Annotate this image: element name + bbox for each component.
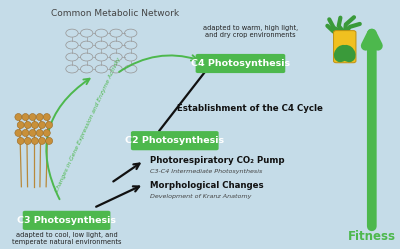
FancyBboxPatch shape <box>131 131 219 150</box>
Ellipse shape <box>38 137 46 144</box>
Ellipse shape <box>15 129 22 136</box>
Ellipse shape <box>43 114 50 121</box>
FancyBboxPatch shape <box>334 31 356 63</box>
Text: C3 Photosynthesis: C3 Photosynthesis <box>17 216 116 225</box>
Ellipse shape <box>17 122 24 128</box>
Text: C4 Photosynthesis: C4 Photosynthesis <box>191 59 290 68</box>
Ellipse shape <box>46 137 52 144</box>
Text: Development of Kranz Anatomy: Development of Kranz Anatomy <box>150 194 251 199</box>
Text: Photorespiratory CO₂ Pump: Photorespiratory CO₂ Pump <box>150 156 284 165</box>
Ellipse shape <box>32 137 38 144</box>
Ellipse shape <box>36 114 43 121</box>
Ellipse shape <box>22 114 29 121</box>
Text: Morphological Changes: Morphological Changes <box>150 181 263 190</box>
Ellipse shape <box>15 114 22 121</box>
Ellipse shape <box>334 45 350 62</box>
Ellipse shape <box>17 137 24 144</box>
Ellipse shape <box>29 129 36 136</box>
Ellipse shape <box>29 114 36 121</box>
Text: Common Metabolic Network: Common Metabolic Network <box>51 9 179 18</box>
Text: adapted to cool, low light, and
temperate natural environments: adapted to cool, low light, and temperat… <box>12 232 121 245</box>
FancyBboxPatch shape <box>196 54 285 73</box>
Ellipse shape <box>36 129 43 136</box>
Ellipse shape <box>38 122 46 128</box>
Ellipse shape <box>43 129 50 136</box>
Text: C3-C4 Intermediate Photosynthesis: C3-C4 Intermediate Photosynthesis <box>150 169 262 174</box>
Text: Establishment of the C4 Cycle: Establishment of the C4 Cycle <box>177 104 322 113</box>
Ellipse shape <box>22 129 29 136</box>
Text: C2 Photosynthesis: C2 Photosynthesis <box>125 136 224 145</box>
Ellipse shape <box>32 122 38 128</box>
Text: Changes in Gene Expression and Enzyme Activity: Changes in Gene Expression and Enzyme Ac… <box>54 56 122 193</box>
Text: Fitness: Fitness <box>348 230 396 243</box>
Ellipse shape <box>340 45 356 62</box>
FancyBboxPatch shape <box>23 211 110 230</box>
Ellipse shape <box>46 122 52 128</box>
Text: adapted to warm, high light,
and dry crop environments: adapted to warm, high light, and dry cro… <box>202 25 298 38</box>
Ellipse shape <box>24 137 31 144</box>
Ellipse shape <box>24 122 31 128</box>
